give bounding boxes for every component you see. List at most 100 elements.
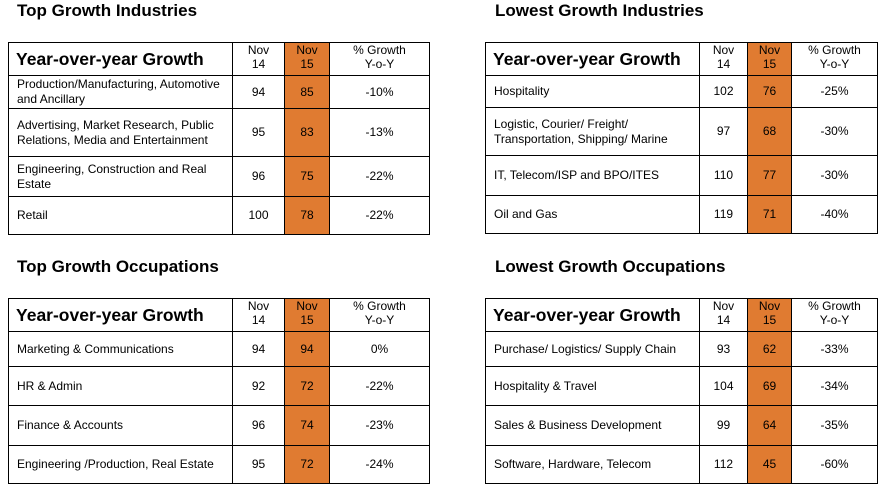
row-nov14: 94 xyxy=(232,331,285,367)
top-industries-table: Year-over-year Growth Nov 14 Nov 15 % Grow… xyxy=(8,42,430,235)
row-name: Finance & Accounts xyxy=(8,405,233,446)
table-row: Software, Hardware, Telecom 112 45 -60% xyxy=(485,445,878,484)
header-nov14: Nov 14 xyxy=(699,298,748,332)
header-nov14: Nov 14 xyxy=(232,298,285,332)
row-growth: -40% xyxy=(791,195,878,234)
lowest-industries-table: Year-over-year Growth Nov 14 Nov 15 % Grow… xyxy=(485,42,878,234)
table-row: Engineering, Construction and Real Estat… xyxy=(8,156,430,197)
row-nov14: 97 xyxy=(699,107,748,156)
row-growth: -22% xyxy=(329,196,430,235)
row-nov15: 83 xyxy=(284,108,330,157)
header-growth: % Growth Y-o-Y xyxy=(329,42,430,76)
table-row: Retail 100 78 -22% xyxy=(8,196,430,235)
row-growth: -22% xyxy=(329,156,430,197)
row-nov15: 71 xyxy=(747,195,792,234)
row-nov14: 94 xyxy=(232,75,285,109)
row-name: Engineering /Production, Real Estate xyxy=(8,445,233,484)
header-growth-line2: Y-o-Y xyxy=(364,313,395,327)
row-nov15: 78 xyxy=(284,196,330,235)
header-growth-line2: Y-o-Y xyxy=(364,57,395,71)
section-title-lowest-industries: Lowest Growth Industries xyxy=(495,1,704,20)
row-nov15: 85 xyxy=(284,75,330,109)
header-nov15: Nov 15 xyxy=(747,298,792,332)
row-name: IT, Telecom/ISP and BPO/ITES xyxy=(485,155,700,196)
row-nov14: 102 xyxy=(699,75,748,108)
header-nov14: Nov 14 xyxy=(699,42,748,76)
header-growth-line1: % Growth xyxy=(808,299,861,314)
row-growth: -30% xyxy=(791,155,878,196)
row-nov15: 72 xyxy=(284,445,330,484)
table-row: IT, Telecom/ISP and BPO/ITES 110 77 -30% xyxy=(485,155,878,196)
header-nov15: Nov 15 xyxy=(747,42,792,76)
row-name: Production/Manufacturing, Automotive and… xyxy=(8,75,233,109)
header-nov14-line2: 14 xyxy=(716,313,731,327)
header-growth-line1: % Growth xyxy=(353,43,406,58)
header-nov14-line1: Nov xyxy=(712,299,735,314)
header-year-over-year: Year-over-year Growth xyxy=(8,298,233,332)
row-nov15: 62 xyxy=(747,331,792,367)
row-nov15: 76 xyxy=(747,75,792,108)
row-name: Engineering, Construction and Real Estat… xyxy=(8,156,233,197)
row-nov15: 45 xyxy=(747,445,792,484)
header-year-over-year: Year-over-year Growth xyxy=(485,42,700,76)
row-growth: -33% xyxy=(791,331,878,367)
table-header-row: Year-over-year Growth Nov 14 Nov 15 % Grow… xyxy=(485,298,878,332)
header-growth: % Growth Y-o-Y xyxy=(791,42,878,76)
row-nov14: 100 xyxy=(232,196,285,235)
row-nov14: 96 xyxy=(232,156,285,197)
header-nov15: Nov 15 xyxy=(284,42,330,76)
row-growth: -10% xyxy=(329,75,430,109)
row-nov14: 95 xyxy=(232,445,285,484)
row-nov14: 104 xyxy=(699,366,748,406)
row-nov14: 99 xyxy=(699,405,748,446)
row-name: HR & Admin xyxy=(8,366,233,406)
row-growth: -24% xyxy=(329,445,430,484)
table-header-row: Year-over-year Growth Nov 14 Nov 15 % Grow… xyxy=(485,42,878,76)
header-growth: % Growth Y-o-Y xyxy=(791,298,878,332)
header-nov14-line1: Nov xyxy=(247,43,270,58)
header-nov14-line1: Nov xyxy=(247,299,270,314)
header-nov15-line2: 15 xyxy=(300,313,314,327)
table-row: HR & Admin 92 72 -22% xyxy=(8,366,430,406)
row-name: Hospitality & Travel xyxy=(485,366,700,406)
top-occupations-table: Year-over-year Growth Nov 14 Nov 15 % Grow… xyxy=(8,298,430,484)
row-nov14: 119 xyxy=(699,195,748,234)
table-row: Purchase/ Logistics/ Supply Chain 93 62 … xyxy=(485,331,878,367)
row-name: Advertising, Market Research, Public Rel… xyxy=(8,108,233,157)
lowest-occupations-table: Year-over-year Growth Nov 14 Nov 15 % Grow… xyxy=(485,298,878,484)
row-nov15: 77 xyxy=(747,155,792,196)
row-nov15: 68 xyxy=(747,107,792,156)
row-nov14: 110 xyxy=(699,155,748,196)
header-growth-line1: % Growth xyxy=(808,43,861,58)
header-nov14-line2: 14 xyxy=(251,57,266,71)
header-growth-line2: Y-o-Y xyxy=(819,57,850,71)
row-name: Retail xyxy=(8,196,233,235)
table-row: Marketing & Communications 94 94 0% xyxy=(8,331,430,367)
header-growth-line1: % Growth xyxy=(353,299,406,314)
row-growth: -22% xyxy=(329,366,430,406)
header-nov15-line1: Nov xyxy=(758,43,781,58)
header-nov15-line1: Nov xyxy=(758,299,781,314)
header-nov15-line2: 15 xyxy=(300,57,314,71)
table-header-row: Year-over-year Growth Nov 14 Nov 15 % Grow… xyxy=(8,298,430,332)
row-nov15: 94 xyxy=(284,331,330,367)
table-row: Engineering /Production, Real Estate 95 … xyxy=(8,445,430,484)
row-nov15: 69 xyxy=(747,366,792,406)
header-nov15: Nov 15 xyxy=(284,298,330,332)
header-growth-line2: Y-o-Y xyxy=(819,313,850,327)
row-growth: -25% xyxy=(791,75,878,108)
table-row: Advertising, Market Research, Public Rel… xyxy=(8,108,430,157)
header-nov14-line2: 14 xyxy=(716,57,731,71)
table-header-row: Year-over-year Growth Nov 14 Nov 15 % Grow… xyxy=(8,42,430,76)
table-row: Production/Manufacturing, Automotive and… xyxy=(8,75,430,109)
row-name: Oil and Gas xyxy=(485,195,700,234)
table-row: Logistic, Courier/ Freight/ Transportati… xyxy=(485,107,878,156)
row-nov14: 112 xyxy=(699,445,748,484)
row-name: Purchase/ Logistics/ Supply Chain xyxy=(485,331,700,367)
table-row: Hospitality 102 76 -25% xyxy=(485,75,878,108)
row-nov14: 93 xyxy=(699,331,748,367)
row-growth: -23% xyxy=(329,405,430,446)
row-growth: 0% xyxy=(329,331,430,367)
row-nov15: 72 xyxy=(284,366,330,406)
header-nov15-line1: Nov xyxy=(296,43,318,58)
